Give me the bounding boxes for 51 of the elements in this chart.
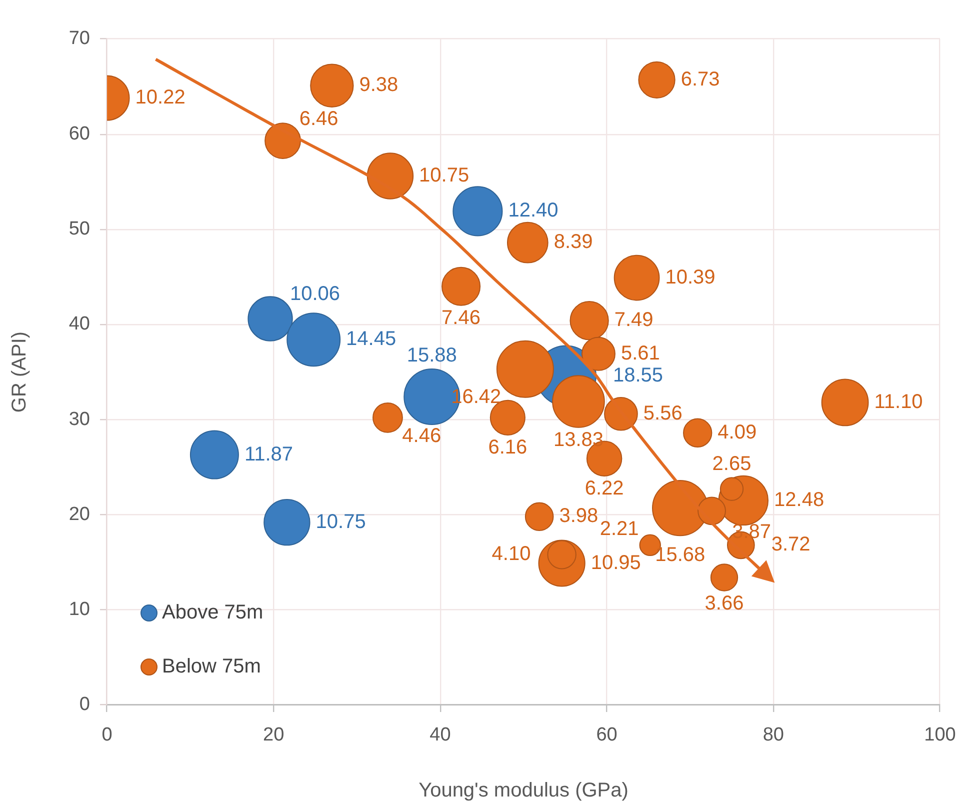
y-tick-label: 10 <box>68 599 90 620</box>
data-label: 2.21 <box>600 518 639 540</box>
x-tick-label: 80 <box>762 724 784 746</box>
data-label: 4.46 <box>402 425 442 448</box>
data-label: 10.75 <box>316 510 366 533</box>
x-tick-label: 100 <box>924 724 956 746</box>
x-tick-label: 60 <box>596 724 618 746</box>
data-label: 4.09 <box>718 421 757 444</box>
data-label: 14.45 <box>346 328 396 350</box>
y-tick-label: 30 <box>68 408 90 430</box>
data-label: 11.10 <box>874 390 923 413</box>
y-tick-label: 20 <box>68 504 90 525</box>
x-tick-label: 40 <box>430 724 451 746</box>
data-label: 10.06 <box>290 283 340 306</box>
data-label: 6.73 <box>680 68 720 90</box>
data-label: 18.55 <box>612 364 664 386</box>
y-axis-title: GR (API) <box>8 331 31 413</box>
data-label: 3.98 <box>559 505 598 528</box>
data-label: 5.56 <box>643 402 682 424</box>
data-label: 9.38 <box>359 74 398 96</box>
data-label: 3.66 <box>704 592 744 614</box>
data-label: 10.75 <box>419 164 470 187</box>
data-label: 5.61 <box>620 342 660 364</box>
data-label: 3.72 <box>771 534 810 556</box>
data-label: 2.65 <box>712 453 752 476</box>
x-axis-title: Young's modulus (GPa) <box>418 780 628 802</box>
y-tick-label: 70 <box>68 28 90 50</box>
data-label: 10.95 <box>590 552 641 574</box>
data-label: 7.49 <box>614 309 654 332</box>
data-label: 4.10 <box>492 543 531 566</box>
data-label: 6.22 <box>584 477 624 500</box>
y-tick-label: 50 <box>68 218 90 240</box>
data-label: 13.83 <box>553 428 604 451</box>
data-label: 12.40 <box>508 200 558 222</box>
y-tick-label: 40 <box>68 314 90 335</box>
data-label: 10.39 <box>665 266 716 288</box>
data-label: 6.16 <box>488 436 528 458</box>
y-tick-label: 0 <box>79 694 90 716</box>
x-tick-label: 0 <box>102 724 112 746</box>
y-tick-label: 60 <box>68 123 90 144</box>
data-label: 15.68 <box>655 544 706 566</box>
data-label: 11.87 <box>244 443 294 466</box>
data-label: 15.88 <box>406 344 457 366</box>
data-label: 12.48 <box>774 488 824 511</box>
data-label: 8.39 <box>554 231 593 254</box>
x-tick-label: 20 <box>263 724 284 746</box>
data-label: 6.46 <box>299 108 338 130</box>
data-label: 10.22 <box>135 86 186 109</box>
legend-label: Below 75m <box>162 656 261 678</box>
data-label: 7.46 <box>442 306 480 329</box>
legend-label: Above 75m <box>162 602 264 624</box>
